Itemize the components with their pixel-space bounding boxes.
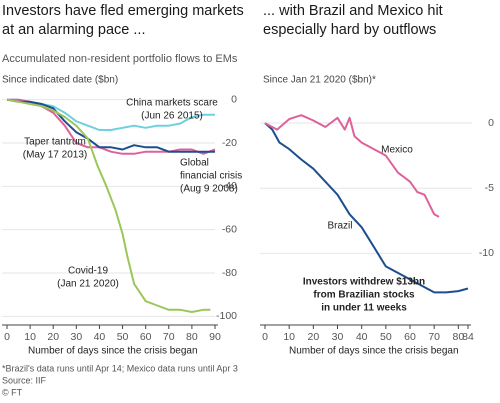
footnote: *Brazil's data runs until Apr 14; Mexico… [2,363,238,373]
series-label: financial crisis [180,171,242,182]
y-tick-label: -80 [222,267,237,279]
series-label: (Jun 26 2015) [141,111,203,122]
x-tick-label: 0 [262,331,268,343]
y-tick-label: -5 [485,182,494,194]
chart-title: especially hard by outflows [263,22,436,38]
unit-label: Since Jan 21 2020 ($bn)* [263,75,376,86]
series-line [264,122,469,294]
x-tick-label: 50 [117,331,129,343]
x-tick-label: 80 [186,331,198,343]
series-line [6,98,215,153]
series-label: Mexico [381,145,413,156]
x-tick-label: 20 [47,331,59,343]
chart-title: Investors have fled emerging markets [2,3,244,19]
x-tick-label: 90 [209,331,221,343]
y-tick-label: 0 [231,93,237,105]
annotation: from Brazilian stocks [313,290,415,301]
y-tick-label: -60 [222,223,237,235]
chart-title: ... with Brazil and Mexico hit [263,3,443,19]
y-tick-label: -10 [479,247,494,259]
x-tick-label: 30 [70,331,82,343]
x-tick-label: 20 [307,331,319,343]
series-label: Taper tantrum [24,137,86,148]
copyright: © FT [2,387,23,397]
series-label: Global [180,158,209,169]
x-tick-label: 40 [94,331,106,343]
x-tick-label: 50 [380,331,392,343]
series-label: Brazil [327,221,352,232]
series-label: (Aug 9 2008) [180,184,238,195]
x-tick-label: 70 [428,331,440,343]
y-tick-label: -40 [222,180,237,192]
series-label: Covid-19 [68,266,108,277]
chart-subtitle: Accumulated non-resident portfolio flows… [2,53,238,65]
x-tick-label: 80 [452,331,464,343]
series-line [6,98,211,313]
x-tick-label: 10 [24,331,36,343]
source: Source: IIF [2,375,47,385]
x-tick-label: 60 [140,331,152,343]
x-tick-label: 60 [404,331,416,343]
x-tick-label: 84 [462,331,474,343]
series-label: (Jan 21 2020) [57,279,119,290]
y-tick-label: -100 [216,310,237,322]
x-tick-label: 30 [332,331,344,343]
x-axis-title: Number of days since the crisis began [28,346,198,357]
x-axis-title: Number of days since the crisis began [289,346,459,357]
chart-title: at an alarming pace ... [2,22,145,38]
series-label: (May 17 2013) [23,150,87,161]
x-tick-label: 0 [4,331,10,343]
annotation: in under 11 weeks [321,303,407,314]
x-tick-label: 10 [283,331,295,343]
series-label: China markets scare [126,98,218,109]
annotation: Investors withdrew $13bn [303,277,425,288]
x-tick-label: 40 [356,331,368,343]
series-line [264,114,440,218]
unit-label: Since indicated date ($bn) [2,75,118,86]
x-tick-label: 70 [163,331,175,343]
y-tick-label: -20 [222,137,237,149]
y-tick-label: 0 [488,117,494,129]
